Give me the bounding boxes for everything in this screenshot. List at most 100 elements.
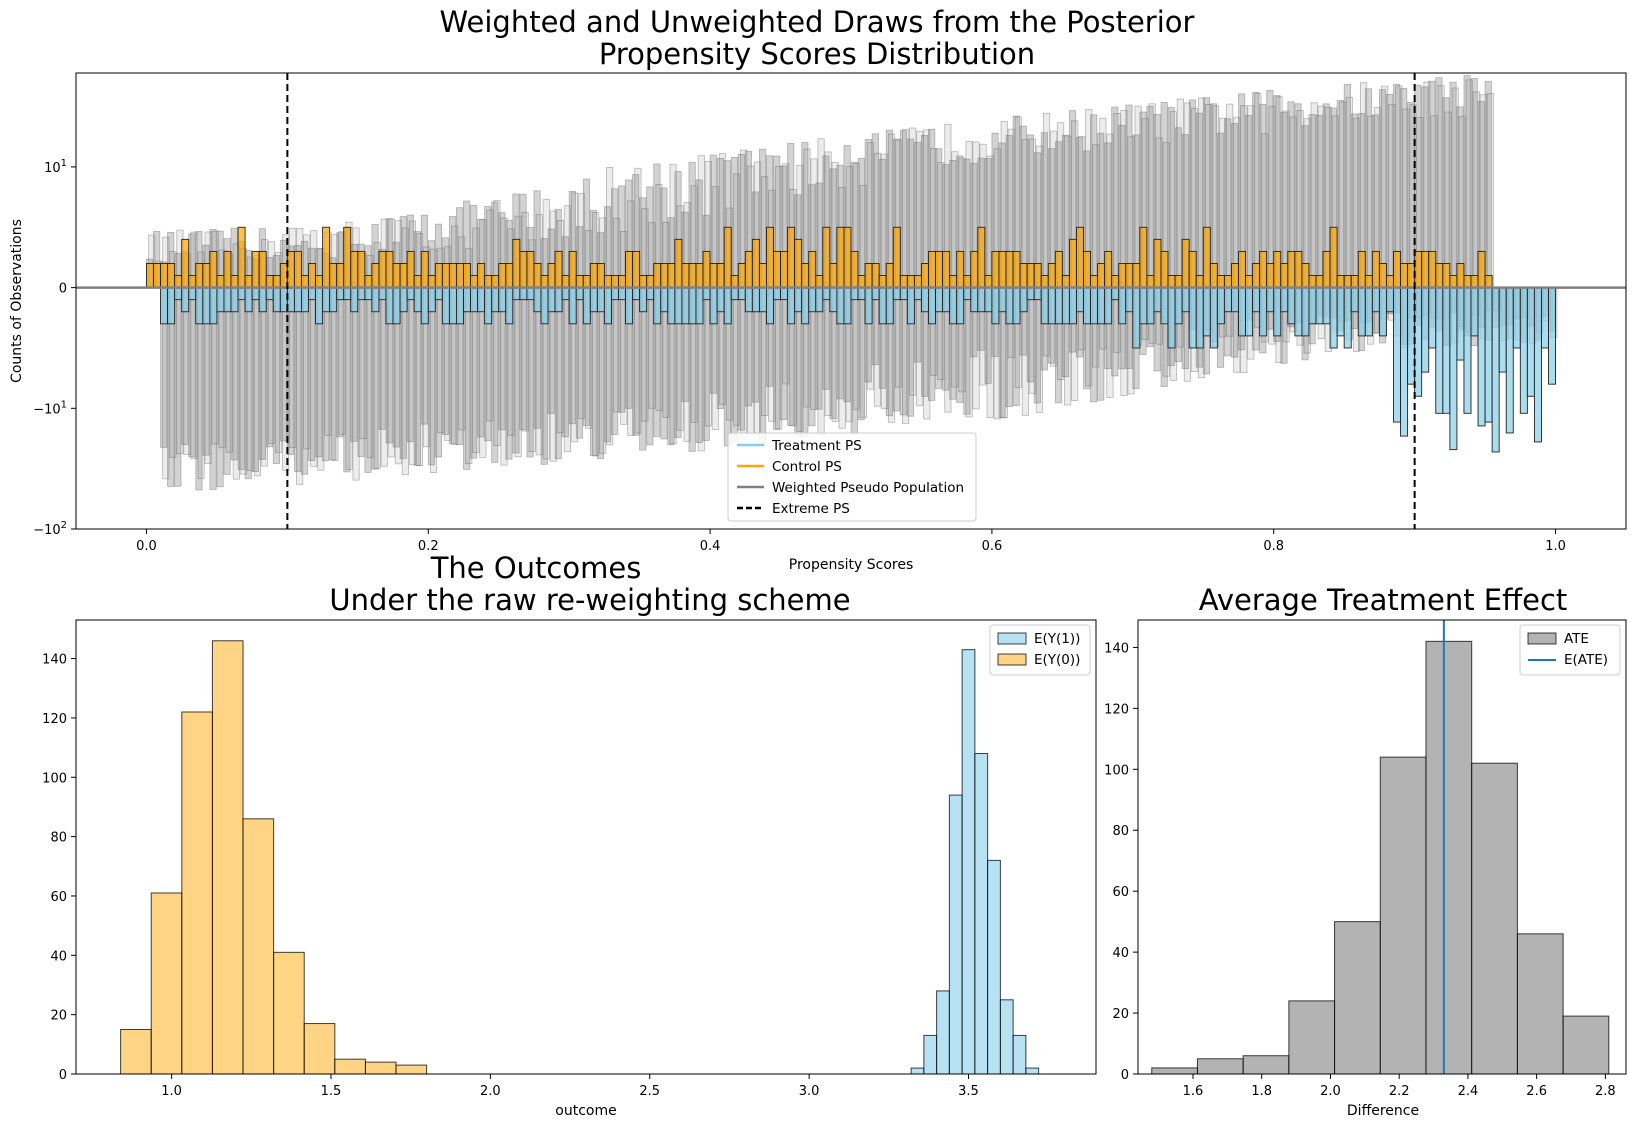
ps-control-bar bbox=[1294, 250, 1303, 289]
ate-y-tick-label: 100 bbox=[1104, 763, 1129, 778]
ps-treatment-bar bbox=[1512, 287, 1521, 349]
ps-treatment-bar bbox=[350, 287, 359, 313]
ps-treatment-bar bbox=[420, 287, 429, 325]
ps-treatment-bar bbox=[427, 287, 436, 313]
ps-treatment-bar bbox=[899, 287, 908, 301]
ps-legend-label: Extreme PS bbox=[772, 501, 850, 517]
ps-control-bar bbox=[906, 275, 915, 289]
ps-treatment-bar bbox=[871, 287, 880, 301]
ps-treatment-bar bbox=[1118, 287, 1127, 325]
ps-control-bar bbox=[730, 275, 739, 289]
out-y-tick-label: 0 bbox=[59, 1068, 67, 1083]
ps-control-bar bbox=[1350, 275, 1359, 289]
ps-y-tick-label: 101 bbox=[44, 158, 67, 176]
ps-treatment-bar bbox=[547, 287, 556, 313]
ps-control-bar bbox=[1329, 226, 1338, 289]
ate-legend: ATE E(ATE) bbox=[1519, 624, 1621, 676]
ps-treatment-bar bbox=[984, 287, 993, 313]
out-y-tick-label: 120 bbox=[42, 712, 67, 727]
ps-control-bar bbox=[758, 263, 767, 289]
out-y-tick-label: 20 bbox=[50, 1009, 67, 1024]
ps-treatment-bar bbox=[251, 287, 260, 301]
ps-control-bar bbox=[568, 250, 577, 289]
ps-legend: Treatment PS Control PS Weighted Pseudo Po… bbox=[727, 432, 977, 522]
ps-treatment-bar bbox=[808, 287, 817, 313]
ps-treatment-bar bbox=[195, 287, 204, 325]
ps-treatment-bar bbox=[1280, 287, 1289, 313]
ps-treatment-bar bbox=[512, 287, 521, 301]
ate-y-tick-label: 120 bbox=[1104, 702, 1129, 717]
ps-treatment-bar bbox=[1386, 287, 1394, 313]
ps-control-bar bbox=[864, 263, 873, 289]
ps-control-bar bbox=[1301, 263, 1310, 289]
ps-control-bar bbox=[1378, 263, 1387, 289]
ps-control-bar bbox=[1223, 275, 1232, 289]
ps-treatment-bar bbox=[758, 287, 767, 313]
ps-treatment-bar bbox=[1315, 287, 1324, 325]
ps-treatment-bar bbox=[1083, 287, 1091, 325]
out-y-tick-label: 80 bbox=[50, 831, 67, 846]
ps-control-bar bbox=[554, 250, 563, 289]
ps-treatment-bar bbox=[857, 287, 866, 301]
ps-control-bar bbox=[1174, 275, 1183, 289]
ps-control-bar bbox=[230, 275, 239, 289]
ps-treatment-bar bbox=[392, 287, 401, 325]
ps-x-tick-label: 0.6 bbox=[982, 539, 1003, 554]
ps-control-bar bbox=[427, 275, 436, 289]
ps-control-bar bbox=[794, 238, 803, 289]
ps-control-bar bbox=[1202, 226, 1211, 289]
ps-control-bar bbox=[639, 275, 648, 289]
out-bar bbox=[961, 649, 976, 1075]
out-bar bbox=[120, 1028, 152, 1075]
ps-treatment-bar bbox=[1428, 287, 1437, 349]
ps-control-bar bbox=[1470, 275, 1479, 289]
ps-treatment-bar bbox=[202, 287, 211, 325]
ps-control-bar bbox=[385, 250, 394, 289]
ps-control-bar bbox=[1061, 275, 1070, 289]
ps-control-bar bbox=[1259, 250, 1268, 289]
ps-control-bar bbox=[744, 250, 753, 289]
ps-y-tick-label: −102 bbox=[33, 520, 67, 538]
ps-treatment-bar bbox=[1188, 287, 1197, 349]
ps-treatment-bar bbox=[1526, 287, 1535, 397]
ps-control-bar bbox=[1125, 263, 1134, 289]
ps-treatment-bar bbox=[526, 287, 535, 301]
ps-treatment-bar bbox=[188, 287, 197, 301]
ps-control-bar bbox=[1118, 263, 1127, 289]
ps-treatment-bar bbox=[1287, 287, 1296, 325]
out-bar bbox=[936, 990, 950, 1075]
ate-x-tick-label: 2.0 bbox=[1320, 1084, 1341, 1099]
ps-control-bar bbox=[1104, 250, 1113, 289]
out-bar bbox=[181, 711, 213, 1075]
ps-treatment-bar bbox=[1026, 287, 1035, 301]
ps-treatment-bar bbox=[1498, 287, 1507, 373]
ps-treatment-bar bbox=[1139, 287, 1148, 325]
out-x-tick-label: 1.0 bbox=[161, 1084, 182, 1099]
ps-treatment-bar bbox=[632, 287, 641, 301]
ps-control-bar bbox=[413, 275, 422, 289]
ps-control-bar bbox=[871, 263, 880, 289]
ps-control-bar bbox=[1026, 263, 1035, 289]
out-x-tick-label: 3.5 bbox=[958, 1084, 979, 1099]
ps-x-tick-label: 1.0 bbox=[1545, 539, 1566, 554]
ps-treatment-bar bbox=[174, 287, 183, 301]
ate-x-tick-label: 2.4 bbox=[1458, 1084, 1479, 1099]
ps-control-bar bbox=[174, 275, 183, 289]
ps-y-tick-label: 0 bbox=[59, 282, 67, 297]
ps-control-bar bbox=[244, 275, 253, 289]
ps-title-line2: Propensity Scores Distribution bbox=[599, 37, 1035, 71]
ps-treatment-bar bbox=[906, 287, 915, 325]
ps-treatment-bar bbox=[1329, 287, 1338, 349]
ps-treatment-bar bbox=[237, 287, 246, 301]
ps-control-bar bbox=[618, 275, 626, 289]
ps-treatment-bar bbox=[730, 287, 739, 301]
ps-treatment-bar bbox=[773, 287, 781, 301]
ps-control-bar bbox=[857, 275, 866, 289]
ps-control-bar bbox=[801, 263, 810, 289]
ps-control-bar bbox=[1357, 250, 1366, 289]
ps-treatment-bar bbox=[913, 287, 922, 301]
ps-treatment-bar bbox=[667, 287, 676, 325]
ps-treatment-bar bbox=[329, 287, 338, 313]
ps-control-bar bbox=[1456, 263, 1465, 289]
